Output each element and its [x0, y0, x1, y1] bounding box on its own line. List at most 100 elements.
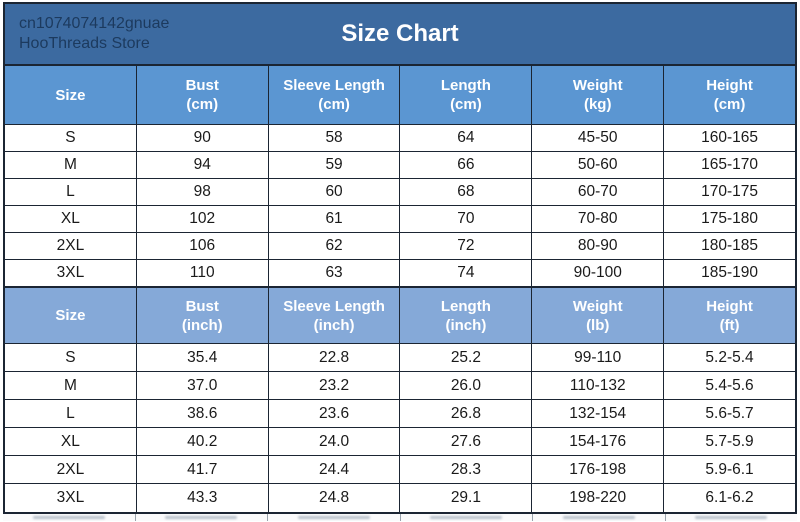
- header-cell-size: Size: [5, 66, 137, 124]
- value-cell: 5.2-5.4: [705, 348, 754, 366]
- header-row: Size Bust (cm) Sleeve Length (cm) Length (cm) W…: [5, 66, 795, 125]
- size-table-cm: Size Bust (cm) Sleeve Length (cm) Length (cm) W…: [5, 66, 795, 287]
- value-cell: 64: [400, 125, 533, 151]
- header-unit: (inch): [313, 316, 355, 334]
- value-cell: 154-176: [532, 428, 665, 455]
- header-cell-weight: Weight (lb): [532, 288, 665, 343]
- banner: cn1074074142gnuae HooThreads Store Size …: [5, 4, 795, 66]
- table-row: M 94 59 66 50-60 165-170: [5, 152, 795, 179]
- value-cell: 35.4: [137, 344, 269, 371]
- value-cell: 23.6: [269, 400, 401, 427]
- cropped-cell: [533, 514, 666, 521]
- size-cell: S: [5, 344, 137, 371]
- ghost-text: [430, 516, 503, 519]
- value-cell: 5.4-5.6: [705, 376, 754, 394]
- value-cell: 160-165: [701, 129, 758, 146]
- header-cell-height: Height (cm): [664, 66, 795, 124]
- header-label: Bust: [185, 297, 219, 315]
- ghost-text: [297, 516, 370, 519]
- header-cell-weight: Weight (kg): [532, 66, 665, 124]
- table-row: 3XL 110 63 74 90-100 185-190: [5, 260, 795, 287]
- value-cell: 74: [400, 260, 533, 286]
- size-cell: 2XL: [5, 456, 137, 483]
- value-cell: 61: [269, 206, 401, 232]
- cropped-cell: [268, 514, 401, 521]
- value-cell: 37.0: [137, 372, 269, 399]
- header-cell-size: Size: [5, 288, 137, 343]
- size-cell: 2XL: [5, 233, 137, 259]
- store-name-line2: HooThreads Store: [19, 35, 150, 52]
- value-cell: 66: [400, 152, 533, 178]
- ghost-text: [695, 516, 768, 519]
- size-chart-table: cn1074074142gnuae HooThreads Store Size …: [3, 2, 797, 514]
- value-cell: 175-180: [701, 210, 758, 227]
- value-cell: 29.1: [400, 484, 533, 512]
- header-cell-sleeve-length: Sleeve Length (inch): [269, 288, 401, 343]
- value-cell: 94: [137, 152, 269, 178]
- header-cell-bust: Bust (cm): [137, 66, 269, 124]
- ghost-text: [32, 516, 105, 519]
- value-cell: 98: [137, 179, 269, 205]
- header-cell-sleeve-length: Sleeve Length (cm): [269, 66, 401, 124]
- value-cell: 27.6: [400, 428, 533, 455]
- table-row: 2XL 106 62 72 80-90 180-185: [5, 233, 795, 260]
- value-cell: 72: [400, 233, 533, 259]
- ghost-text: [165, 516, 238, 519]
- ghost-text: [562, 516, 635, 519]
- header-label: Weight: [572, 77, 623, 94]
- header-unit: (inch): [181, 316, 223, 334]
- value-cell: 59: [269, 152, 401, 178]
- value-cell: 185-190: [701, 264, 758, 281]
- table-row: 3XL 43.3 24.8 29.1 198-220 6.1-6.2: [5, 484, 795, 512]
- page-title: Size Chart: [341, 20, 459, 47]
- size-cell: L: [5, 400, 137, 427]
- value-cell: 22.8: [269, 344, 401, 371]
- value-cell: 26.0: [400, 372, 533, 399]
- header-unit: (cm): [713, 96, 746, 113]
- size-cell: S: [5, 125, 137, 151]
- value-cell: 110: [137, 260, 269, 286]
- table-row: XL 102 61 70 70-80 175-180: [5, 206, 795, 233]
- value-cell: 80-90: [532, 233, 665, 259]
- value-cell: 90: [137, 125, 269, 151]
- value-cell: 132-154: [532, 400, 665, 427]
- value-cell: 28.3: [400, 456, 533, 483]
- value-cell: 110-132: [532, 372, 665, 399]
- size-cell: 3XL: [5, 484, 137, 512]
- table-row: L 98 60 68 60-70 170-175: [5, 179, 795, 206]
- value-cell: 5.7-5.9: [705, 432, 754, 450]
- store-name-line1: cn1074074142gnuae: [19, 15, 170, 32]
- header-label: Sleeve Length: [283, 77, 385, 94]
- header-cell-bust: Bust (inch): [137, 288, 269, 343]
- header-cell-height: Height (ft): [664, 288, 795, 343]
- header-label: Height: [706, 297, 753, 315]
- value-cell: 60-70: [532, 179, 665, 205]
- cropped-next-row: [3, 514, 797, 521]
- value-cell: 40.2: [137, 428, 269, 455]
- value-cell: 5.9-6.1: [705, 460, 754, 478]
- header-cell-length: Length (cm): [400, 66, 533, 124]
- header-unit: (lb): [586, 316, 610, 334]
- table-row: S 90 58 64 45-50 160-165: [5, 125, 795, 152]
- header-unit: (inch): [445, 316, 487, 334]
- value-cell: 198-220: [532, 484, 665, 512]
- value-cell: 170-175: [701, 183, 758, 200]
- size-cell: XL: [5, 428, 137, 455]
- value-cell: 70-80: [532, 206, 665, 232]
- value-cell: 5.6-5.7: [705, 404, 754, 422]
- header-label: Bust: [185, 77, 219, 94]
- size-cell: L: [5, 179, 137, 205]
- table-row: M 37.0 23.2 26.0 110-132 5.4-5.6: [5, 372, 795, 400]
- header-label: Size: [55, 307, 86, 324]
- value-cell: 165-170: [701, 156, 758, 173]
- cropped-cell: [401, 514, 533, 521]
- header-label: Length: [440, 297, 491, 315]
- cropped-cell: [136, 514, 268, 521]
- value-cell: 180-185: [701, 237, 758, 254]
- table-row: 2XL 41.7 24.4 28.3 176-198 5.9-6.1: [5, 456, 795, 484]
- value-cell: 26.8: [400, 400, 533, 427]
- header-unit: (kg): [583, 96, 612, 113]
- header-unit: (cm): [318, 96, 350, 113]
- header-label: Height: [706, 77, 753, 94]
